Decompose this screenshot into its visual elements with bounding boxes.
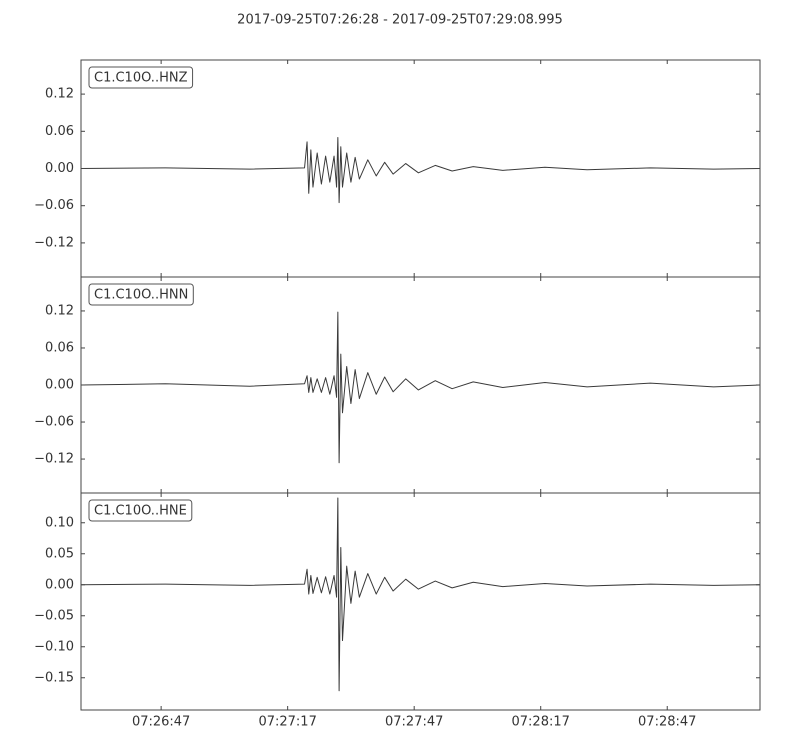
trace-label: C1.C10O..HNE: [94, 504, 187, 519]
panel-frame: [80, 492, 761, 711]
trace: [80, 497, 761, 692]
y-tick-label: 0.06: [45, 340, 74, 355]
y-tick-label: −0.10: [34, 639, 74, 654]
x-tick-label: 07:26:47: [132, 715, 190, 730]
y-tick-label: 0.12: [45, 303, 74, 318]
y-tick-label: −0.15: [34, 670, 74, 685]
y-tick-label: −0.12: [34, 235, 74, 250]
y-tick-label: 0.06: [45, 124, 74, 139]
y-tick-label: −0.06: [34, 415, 74, 430]
y-tick-label: 0.00: [45, 161, 74, 176]
y-tick-label: −0.05: [34, 608, 74, 623]
trace: [80, 137, 761, 204]
y-tick-label: −0.12: [34, 452, 74, 467]
trace-label: C1.C10O..HNN: [94, 288, 188, 303]
y-tick-label: −0.06: [34, 198, 74, 213]
trace-label-box: [88, 499, 193, 522]
y-tick-label: 0.12: [45, 87, 74, 102]
panel-frame: [80, 276, 761, 494]
y-tick-label: 0.10: [45, 515, 74, 530]
trace-label-box: [88, 66, 194, 89]
x-tick-label: 07:28:17: [512, 715, 570, 730]
trace-label-box: [88, 283, 194, 306]
y-tick-label: 0.00: [45, 577, 74, 592]
y-tick-label: 0.00: [45, 378, 74, 393]
x-tick-label: 07:28:47: [638, 715, 696, 730]
x-tick-label: 07:27:47: [385, 715, 443, 730]
trace: [80, 311, 761, 464]
x-tick-label: 07:27:17: [258, 715, 316, 730]
y-tick-label: 0.05: [45, 546, 74, 561]
trace-label: C1.C10O..HNZ: [94, 71, 188, 86]
figure-title: 2017-09-25T07:26:28 - 2017-09-25T07:29:0…: [237, 13, 563, 28]
